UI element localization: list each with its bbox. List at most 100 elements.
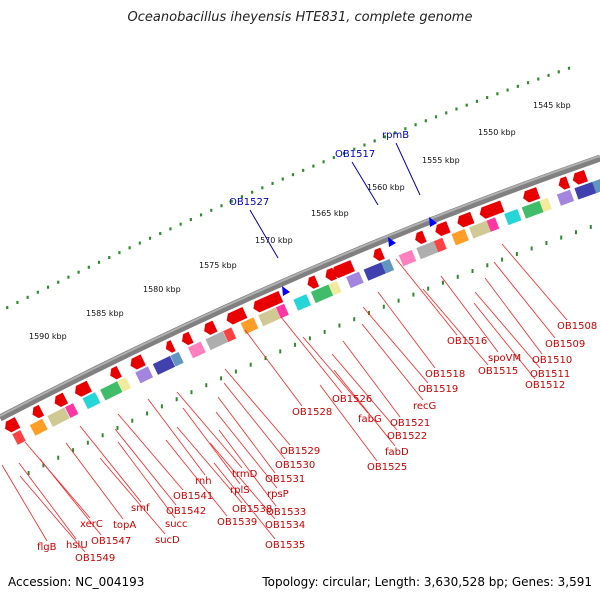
gene-block[interactable] bbox=[64, 403, 79, 418]
gene-label[interactable]: rnh bbox=[195, 476, 212, 487]
gene-block[interactable] bbox=[82, 392, 101, 410]
gene-block[interactable] bbox=[328, 280, 342, 296]
gene-arrow[interactable] bbox=[479, 200, 505, 219]
blue-gene-label[interactable]: OB1527 bbox=[229, 197, 269, 208]
gene-arrow[interactable] bbox=[415, 230, 427, 245]
gene-block[interactable] bbox=[574, 181, 597, 200]
gene-block[interactable] bbox=[363, 262, 386, 281]
gene-label[interactable]: OB1541 bbox=[173, 491, 213, 502]
gene-label[interactable]: OB1539 bbox=[217, 517, 257, 528]
gene-label[interactable]: OB1516 bbox=[447, 336, 487, 347]
gene-arrow[interactable] bbox=[307, 275, 320, 289]
gene-label[interactable]: OB1521 bbox=[390, 418, 430, 429]
gene-label[interactable]: OB1515 bbox=[478, 366, 518, 377]
gene-arrow[interactable] bbox=[523, 187, 541, 203]
gene-block[interactable] bbox=[152, 355, 176, 375]
gene-label[interactable]: OB1511 bbox=[530, 369, 570, 380]
gene-label[interactable]: OB1547 bbox=[91, 536, 131, 547]
gene-block[interactable] bbox=[591, 179, 600, 194]
gene-arrow[interactable] bbox=[435, 221, 451, 237]
gene-label[interactable]: hslU bbox=[66, 540, 88, 551]
gene-label[interactable]: OB1519 bbox=[418, 384, 458, 395]
gene-block[interactable] bbox=[187, 341, 206, 359]
gene-block[interactable] bbox=[433, 237, 447, 253]
gene-block[interactable] bbox=[12, 430, 26, 445]
gene-label[interactable]: OB1518 bbox=[425, 369, 465, 380]
gene-label[interactable]: OB1531 bbox=[265, 474, 305, 485]
gene-label[interactable]: rpsP bbox=[267, 489, 289, 500]
gene-block[interactable] bbox=[521, 200, 544, 219]
gene-label[interactable]: fabD bbox=[385, 447, 409, 458]
gene-label[interactable]: smf bbox=[131, 503, 150, 514]
gene-label[interactable]: OB1549 bbox=[75, 553, 115, 564]
gene-block[interactable] bbox=[170, 351, 184, 367]
gene-label[interactable]: recG bbox=[413, 401, 436, 412]
gene-label[interactable]: OB1525 bbox=[367, 462, 407, 473]
gene-arrow[interactable] bbox=[110, 365, 122, 380]
gene-arrow[interactable] bbox=[373, 247, 385, 262]
gene-block[interactable] bbox=[469, 220, 492, 239]
gene-label[interactable]: rplS bbox=[230, 485, 250, 496]
gene-label[interactable]: OB1512 bbox=[525, 380, 565, 391]
gene-block[interactable] bbox=[293, 294, 312, 311]
gene-arrow[interactable] bbox=[165, 340, 176, 353]
gene-block[interactable] bbox=[135, 366, 154, 384]
gene-arrow[interactable] bbox=[253, 290, 284, 313]
gene-arrow[interactable] bbox=[226, 306, 248, 325]
gene-label[interactable]: succ bbox=[165, 519, 188, 530]
gene-arrow[interactable] bbox=[332, 260, 355, 279]
gene-arrow[interactable] bbox=[54, 392, 69, 407]
gene-block[interactable] bbox=[29, 418, 48, 436]
gene-arrow[interactable] bbox=[130, 354, 146, 370]
feature-marker[interactable] bbox=[282, 286, 290, 296]
gene-block[interactable] bbox=[240, 317, 259, 335]
gene-arrow[interactable] bbox=[325, 267, 338, 282]
gene-arrow[interactable] bbox=[5, 417, 21, 433]
gene-label[interactable]: flgB bbox=[37, 542, 57, 553]
gene-label[interactable]: OB1535 bbox=[265, 540, 305, 551]
gene-arrow[interactable] bbox=[457, 211, 475, 228]
gene-label[interactable]: topA bbox=[113, 520, 136, 531]
gene-label[interactable]: fabG bbox=[358, 414, 382, 425]
gene-arrow[interactable] bbox=[572, 169, 588, 185]
gene-label[interactable]: xerC bbox=[80, 519, 103, 530]
gene-block[interactable] bbox=[47, 407, 70, 427]
gene-block[interactable] bbox=[258, 307, 281, 327]
gene-block[interactable] bbox=[451, 229, 469, 246]
gene-block[interactable] bbox=[556, 189, 575, 206]
gene-label[interactable]: OB1530 bbox=[275, 460, 315, 471]
gene-label[interactable]: sucD bbox=[155, 535, 180, 546]
gene-label[interactable]: trmD bbox=[232, 469, 258, 480]
gene-block[interactable] bbox=[504, 208, 522, 226]
gene-labels[interactable]: rpmB OB1517 OB1527 OB1508 OB1509 OB1510 OB1511… bbox=[37, 130, 597, 564]
gene-block[interactable] bbox=[346, 271, 364, 289]
gene-block[interactable] bbox=[275, 303, 289, 319]
feature-marker[interactable] bbox=[388, 237, 396, 247]
gene-block[interactable] bbox=[100, 381, 123, 401]
gene-arrow[interactable] bbox=[32, 404, 45, 419]
gene-label[interactable]: OB1538 bbox=[232, 504, 272, 515]
gene-block[interactable] bbox=[310, 284, 334, 304]
gene-block[interactable] bbox=[205, 331, 228, 351]
gene-label[interactable]: OB1522 bbox=[387, 431, 427, 442]
gene-label[interactable]: OB1508 bbox=[557, 321, 597, 332]
gene-label[interactable]: OB1528 bbox=[292, 407, 332, 418]
gene-block[interactable] bbox=[416, 241, 439, 260]
gene-block[interactable] bbox=[117, 377, 132, 392]
gene-label[interactable]: spoVM bbox=[488, 353, 521, 364]
feature-marker[interactable] bbox=[429, 217, 437, 227]
gene-arrow[interactable] bbox=[204, 320, 218, 335]
gene-label[interactable]: OB1534 bbox=[265, 520, 305, 531]
gene-block[interactable] bbox=[539, 197, 552, 213]
gene-label[interactable]: OB1542 bbox=[166, 506, 206, 517]
gene-label[interactable]: OB1526 bbox=[332, 394, 372, 405]
gene-arrow[interactable] bbox=[182, 331, 194, 346]
gene-block[interactable] bbox=[381, 258, 395, 274]
gene-features[interactable] bbox=[5, 169, 600, 445]
gene-block[interactable] bbox=[398, 249, 417, 267]
gene-label[interactable]: OB1510 bbox=[532, 355, 572, 366]
gene-arrow[interactable] bbox=[558, 176, 571, 190]
gene-block[interactable] bbox=[486, 217, 500, 232]
blue-gene-label[interactable]: rpmB bbox=[382, 130, 409, 141]
gene-block[interactable] bbox=[223, 327, 237, 343]
